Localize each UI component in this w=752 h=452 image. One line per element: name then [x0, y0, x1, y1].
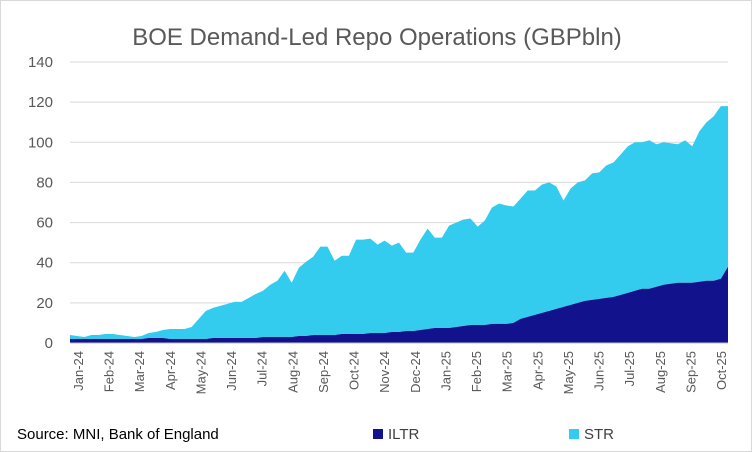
x-tick-label: Oct-25 [714, 351, 729, 390]
plot-areas [70, 106, 728, 344]
y-tick-label: 80 [36, 174, 53, 191]
x-tick-label: Dec-24 [408, 351, 423, 393]
x-tick-label: Jun-25 [592, 351, 607, 391]
x-tick-label: Sep-25 [683, 351, 698, 393]
x-tick-label: Apr-24 [163, 351, 178, 390]
y-tick-label: 40 [36, 255, 53, 272]
x-tick-label: Nov-24 [377, 351, 392, 393]
y-tick-label: 0 [45, 335, 53, 352]
x-tick-label: May-25 [561, 351, 576, 394]
y-tick-label: 60 [36, 215, 53, 232]
y-axis-ticks: 0 20 40 60 80 100 120 140 [28, 54, 53, 352]
series-area-iltr [70, 266, 728, 343]
x-tick-label: Aug-24 [285, 351, 300, 393]
legend-swatch-str [569, 429, 579, 439]
y-tick-label: 20 [36, 295, 53, 312]
source-note: Source: MNI, Bank of England [17, 426, 219, 443]
x-tick-label: Jul-24 [255, 351, 270, 386]
x-tick-label: Mar-25 [500, 351, 515, 392]
legend: ILTR STR [373, 426, 614, 443]
x-axis-ticks: Jan-24 Feb-24 Mar-24 Apr-24 May-24 Jun-24 Jul-… [71, 351, 729, 394]
legend-label-str: STR [584, 426, 614, 443]
x-tick-label: Feb-25 [469, 351, 484, 392]
x-tick-label: Sep-24 [316, 351, 331, 393]
y-tick-label: 100 [28, 134, 53, 151]
legend-label-iltr: ILTR [388, 426, 420, 443]
x-tick-label: Jun-24 [224, 351, 239, 391]
y-tick-label: 140 [28, 54, 53, 71]
x-tick-label: Mar-24 [132, 351, 147, 392]
x-tick-label: Jul-25 [622, 351, 637, 386]
series-area-str [70, 106, 728, 339]
x-tick-label: Oct-24 [347, 351, 362, 390]
x-tick-label: Aug-25 [653, 351, 668, 393]
x-tick-label: Feb-24 [102, 351, 117, 392]
x-tick-label: Apr-25 [530, 351, 545, 390]
x-tick-label: Jan-24 [71, 351, 86, 391]
x-tick-label: May-24 [194, 351, 209, 394]
y-tick-label: 120 [28, 94, 53, 111]
x-tick-label: Jan-25 [438, 351, 453, 391]
chart-title: BOE Demand-Led Repo Operations (GBPbln) [132, 24, 622, 51]
legend-swatch-iltr [373, 429, 383, 439]
